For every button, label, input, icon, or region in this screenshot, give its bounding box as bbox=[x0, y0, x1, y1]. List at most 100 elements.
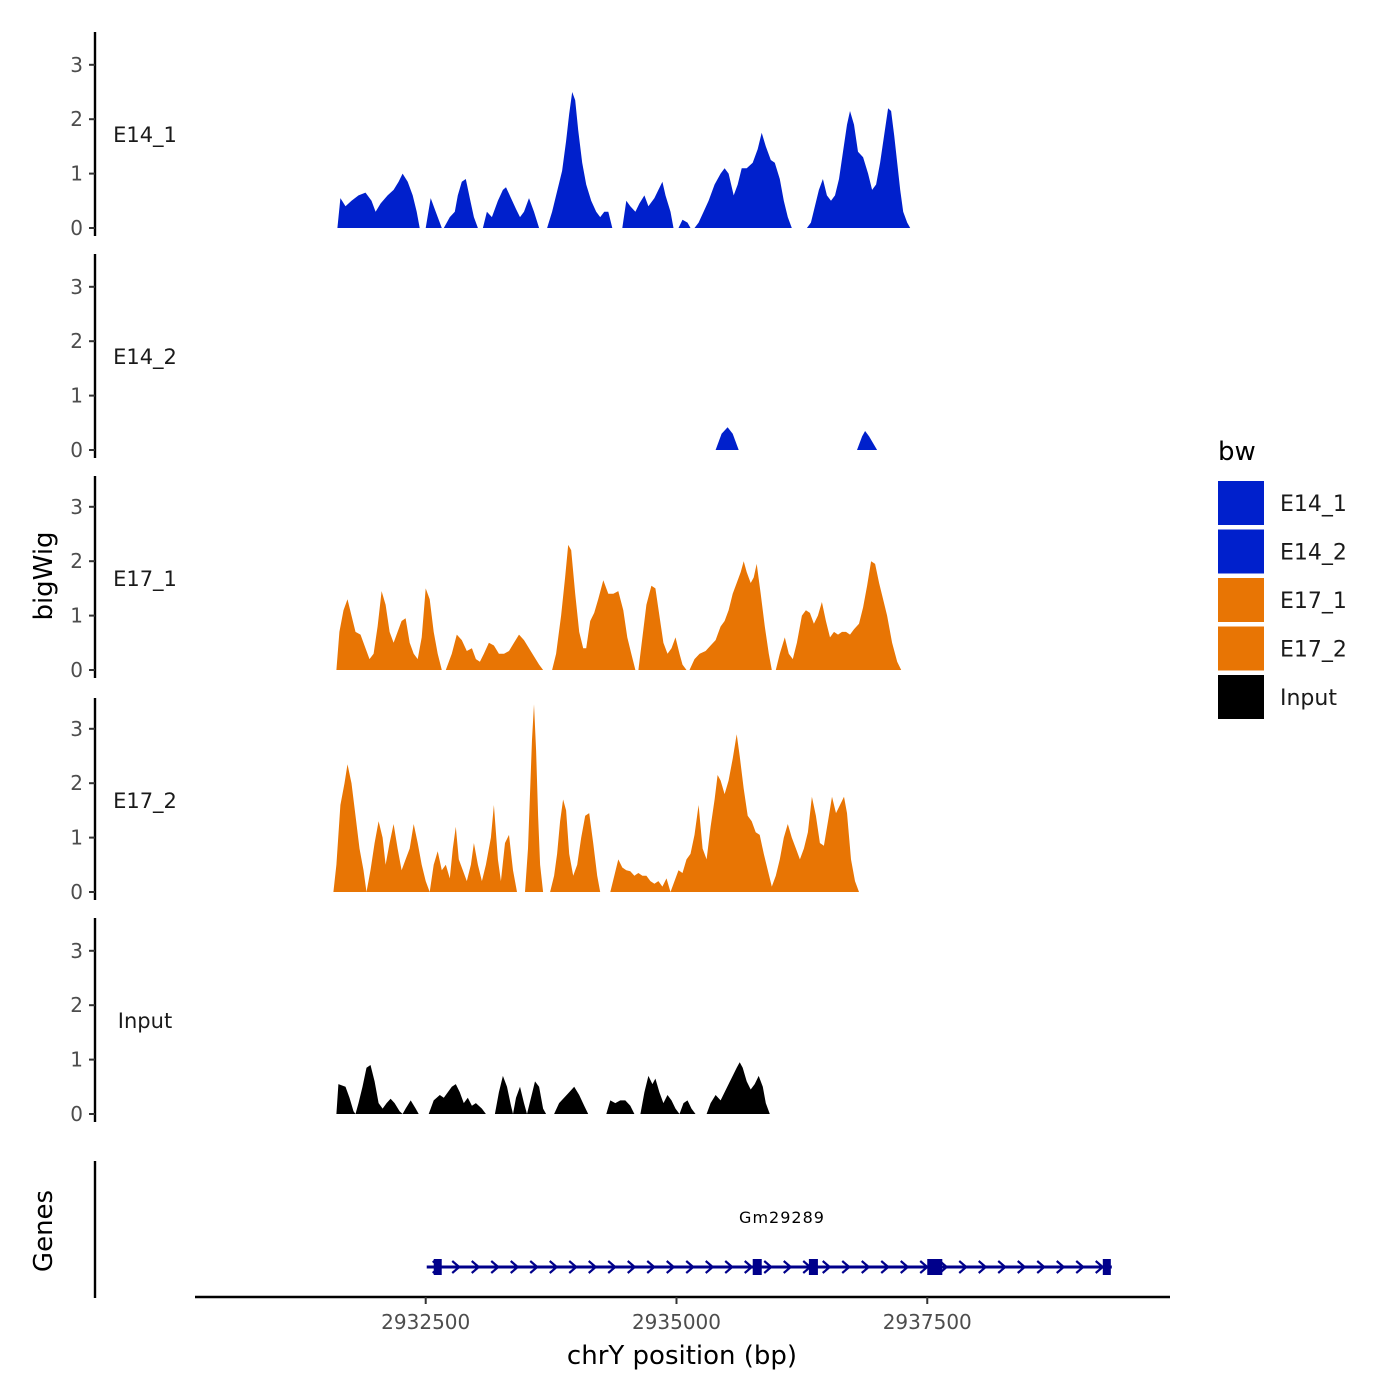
x-tick-label: 2937500 bbox=[883, 1310, 972, 1334]
y-tick-label: 1 bbox=[70, 826, 83, 850]
signal-area-e14_2 bbox=[857, 431, 878, 450]
signal-area-input bbox=[606, 1100, 635, 1114]
genes-axis-title: Genes bbox=[29, 1190, 59, 1272]
strand-arrow bbox=[529, 1260, 539, 1274]
signal-area-e14_1 bbox=[482, 187, 540, 228]
strand-arrow bbox=[997, 1260, 1007, 1274]
gene-label: Gm29289 bbox=[739, 1208, 825, 1227]
legend-swatch bbox=[1218, 626, 1264, 671]
legend-label: E14_2 bbox=[1280, 541, 1347, 566]
signal-area-input bbox=[640, 1075, 696, 1114]
y-tick-label: 3 bbox=[70, 53, 83, 77]
signal-area-input bbox=[706, 1062, 770, 1114]
strand-arrow bbox=[919, 1260, 929, 1274]
strand-arrow bbox=[588, 1260, 598, 1274]
signal-area-input bbox=[554, 1086, 589, 1114]
strand-arrow bbox=[607, 1260, 617, 1274]
legend-label: Input bbox=[1280, 686, 1337, 711]
strand-arrow bbox=[841, 1260, 851, 1274]
legend: bw E14_1 E14_2 E17_1 E17_2 Input bbox=[1218, 437, 1347, 719]
y-tick-label: 1 bbox=[70, 604, 83, 628]
y-tick-label: 2 bbox=[70, 549, 83, 573]
y-tick-label: 1 bbox=[70, 1048, 83, 1072]
y-tick-label: 3 bbox=[70, 275, 83, 299]
strand-arrow bbox=[822, 1260, 832, 1274]
signal-area-e17_2 bbox=[550, 799, 601, 892]
x-axis-title: chrY position (bp) bbox=[567, 1341, 797, 1371]
track-e17_2: 0 1 2 3 E17_2 bbox=[70, 698, 859, 904]
strand-arrow bbox=[978, 1260, 988, 1274]
legend-entry-e17_1: E17_1 bbox=[1218, 578, 1347, 622]
signal-area-e14_1 bbox=[678, 219, 691, 228]
strand-arrow bbox=[1075, 1260, 1085, 1274]
legend-title: bw bbox=[1218, 437, 1256, 467]
bigwig-tracks: 0 1 2 3 E14_1 0 1 2 3 E14_2 0 1 2 3 E17_1 0 1 2 3 E17_2 0 1 2 3… bbox=[70, 32, 911, 1126]
track-e17_1: 0 1 2 3 E17_1 bbox=[70, 476, 902, 682]
y-tick-label: 0 bbox=[70, 438, 83, 462]
strand-arrow bbox=[763, 1260, 773, 1274]
strand-arrow bbox=[549, 1260, 559, 1274]
x-tick-label: 2935000 bbox=[632, 1310, 721, 1334]
strand-arrow bbox=[724, 1260, 734, 1274]
x-axis: 2932500 2935000 2937500 bbox=[195, 1295, 1170, 1334]
y-tick-label: 3 bbox=[70, 939, 83, 963]
y-tick-label: 2 bbox=[70, 329, 83, 353]
strand-arrow bbox=[744, 1260, 754, 1274]
y-tick-label: 2 bbox=[70, 993, 83, 1017]
y-tick-label: 0 bbox=[70, 658, 83, 682]
signal-area-e17_2 bbox=[333, 764, 430, 892]
signal-area-input bbox=[336, 1065, 419, 1114]
track-e14_1: 0 1 2 3 E14_1 bbox=[70, 32, 911, 240]
signal-area-e17_1 bbox=[445, 634, 544, 670]
track-e14_2: 0 1 2 3 E14_2 bbox=[70, 254, 878, 462]
exon bbox=[752, 1259, 762, 1275]
strand-arrow bbox=[568, 1260, 578, 1274]
exon bbox=[433, 1259, 442, 1275]
legend-swatch bbox=[1218, 578, 1264, 622]
y-tick-label: 2 bbox=[70, 107, 83, 131]
y-tick-label: 3 bbox=[70, 495, 83, 519]
strand-arrow bbox=[783, 1260, 793, 1274]
legend-label: E17_1 bbox=[1280, 589, 1347, 614]
signal-area-e14_1 bbox=[622, 181, 674, 228]
strand-arrow bbox=[900, 1260, 910, 1274]
signal-area-e17_2 bbox=[610, 859, 671, 892]
legend-swatch bbox=[1218, 481, 1264, 525]
exon bbox=[808, 1259, 818, 1275]
legend-entry-e14_1: E14_1 bbox=[1218, 481, 1347, 525]
legend-swatch bbox=[1218, 675, 1264, 719]
signal-area-e17_1 bbox=[552, 544, 636, 670]
strand-arrow bbox=[510, 1260, 520, 1274]
signal-area-e14_1 bbox=[443, 179, 478, 228]
strand-arrow bbox=[1036, 1260, 1046, 1274]
signal-area-e14_1 bbox=[806, 108, 911, 228]
strand-arrow bbox=[1056, 1260, 1066, 1274]
x-tick-label: 2932500 bbox=[381, 1310, 470, 1334]
strand-arrow bbox=[705, 1260, 715, 1274]
strand-arrow bbox=[958, 1260, 968, 1274]
track-input: 0 1 2 3 Input bbox=[70, 918, 770, 1126]
strand-arrow bbox=[627, 1260, 637, 1274]
signal-area-e14_2 bbox=[715, 427, 739, 450]
signal-area-e17_2 bbox=[525, 704, 544, 892]
strand-arrow bbox=[471, 1260, 481, 1274]
legend-entry-input: Input bbox=[1218, 675, 1337, 719]
y-tick-label: 2 bbox=[70, 771, 83, 795]
signal-area-input bbox=[428, 1084, 486, 1114]
exon bbox=[927, 1259, 943, 1275]
strand-arrow bbox=[685, 1260, 695, 1274]
y-tick-label: 0 bbox=[70, 1102, 83, 1126]
strand-arrow bbox=[666, 1260, 676, 1274]
y-tick-label: 3 bbox=[70, 717, 83, 741]
y-tick-label: 1 bbox=[70, 384, 83, 408]
exon bbox=[1102, 1259, 1111, 1275]
legend-swatch bbox=[1218, 529, 1264, 574]
track-label: E17_1 bbox=[113, 567, 177, 592]
strand-arrow bbox=[1095, 1260, 1105, 1274]
legend-entry-e14_2: E14_2 bbox=[1218, 529, 1347, 574]
legend-entry-e17_2: E17_2 bbox=[1218, 626, 1347, 671]
signal-area-e17_1 bbox=[689, 561, 772, 670]
strand-arrow bbox=[880, 1260, 890, 1274]
signal-area-e14_1 bbox=[547, 92, 613, 228]
